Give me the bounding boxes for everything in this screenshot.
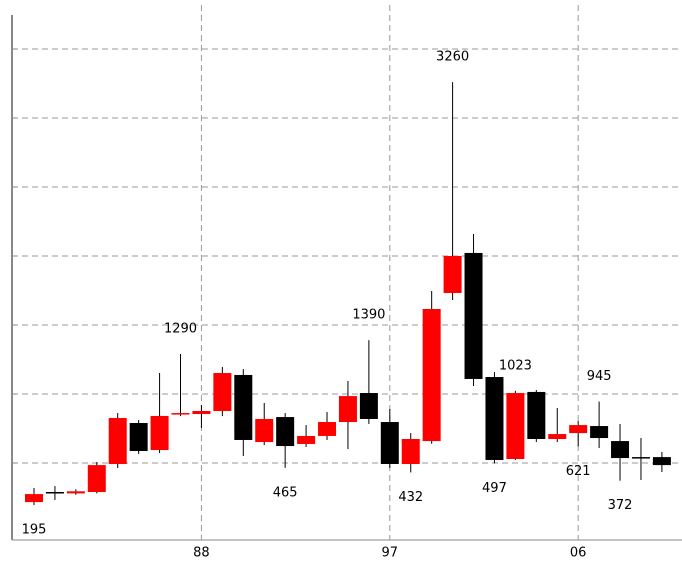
- candle-body: [380, 422, 399, 464]
- data-label: 497: [482, 481, 507, 496]
- candle-body: [569, 425, 588, 434]
- candle-body: [87, 465, 106, 493]
- candle-body: [213, 373, 232, 411]
- candle-body: [45, 492, 64, 494]
- candle-body: [276, 417, 295, 447]
- candle-body: [590, 426, 609, 439]
- data-label: 945: [587, 369, 612, 384]
- candle-body: [485, 377, 504, 460]
- candle-body: [338, 396, 357, 423]
- candle-body: [318, 422, 337, 436]
- candle-body: [631, 457, 650, 459]
- candle-body: [192, 410, 211, 415]
- candle-body: [527, 391, 546, 440]
- candle-body: [464, 252, 483, 379]
- candle-body: [108, 418, 127, 464]
- candle-body: [422, 308, 441, 442]
- candle-body: [611, 441, 630, 459]
- data-label: 195: [22, 523, 47, 538]
- data-label: 1023: [499, 358, 532, 373]
- data-label: 1390: [352, 308, 385, 323]
- candle-body: [25, 494, 43, 503]
- candle-body: [171, 413, 190, 415]
- data-label: 432: [398, 490, 423, 505]
- candle-body: [150, 415, 169, 451]
- candle-body: [297, 435, 316, 444]
- candle-body: [234, 374, 253, 440]
- x-tick-label: 88: [193, 546, 210, 561]
- candle-body: [66, 491, 85, 494]
- x-tick-label: 06: [570, 546, 587, 561]
- candle-body: [129, 422, 148, 452]
- candle-body: [443, 255, 462, 293]
- candle-body: [255, 418, 274, 443]
- data-label: 372: [608, 498, 633, 513]
- data-label: 465: [273, 485, 298, 500]
- candle-body: [548, 434, 567, 440]
- candle-body: [652, 457, 671, 466]
- candle-body: [359, 393, 378, 419]
- data-label: 3260: [436, 50, 469, 65]
- data-label: 1290: [164, 321, 197, 336]
- x-tick-label: 97: [382, 546, 399, 561]
- candle-body: [506, 393, 525, 460]
- candle-body: [401, 439, 420, 464]
- data-label: 621: [566, 464, 591, 479]
